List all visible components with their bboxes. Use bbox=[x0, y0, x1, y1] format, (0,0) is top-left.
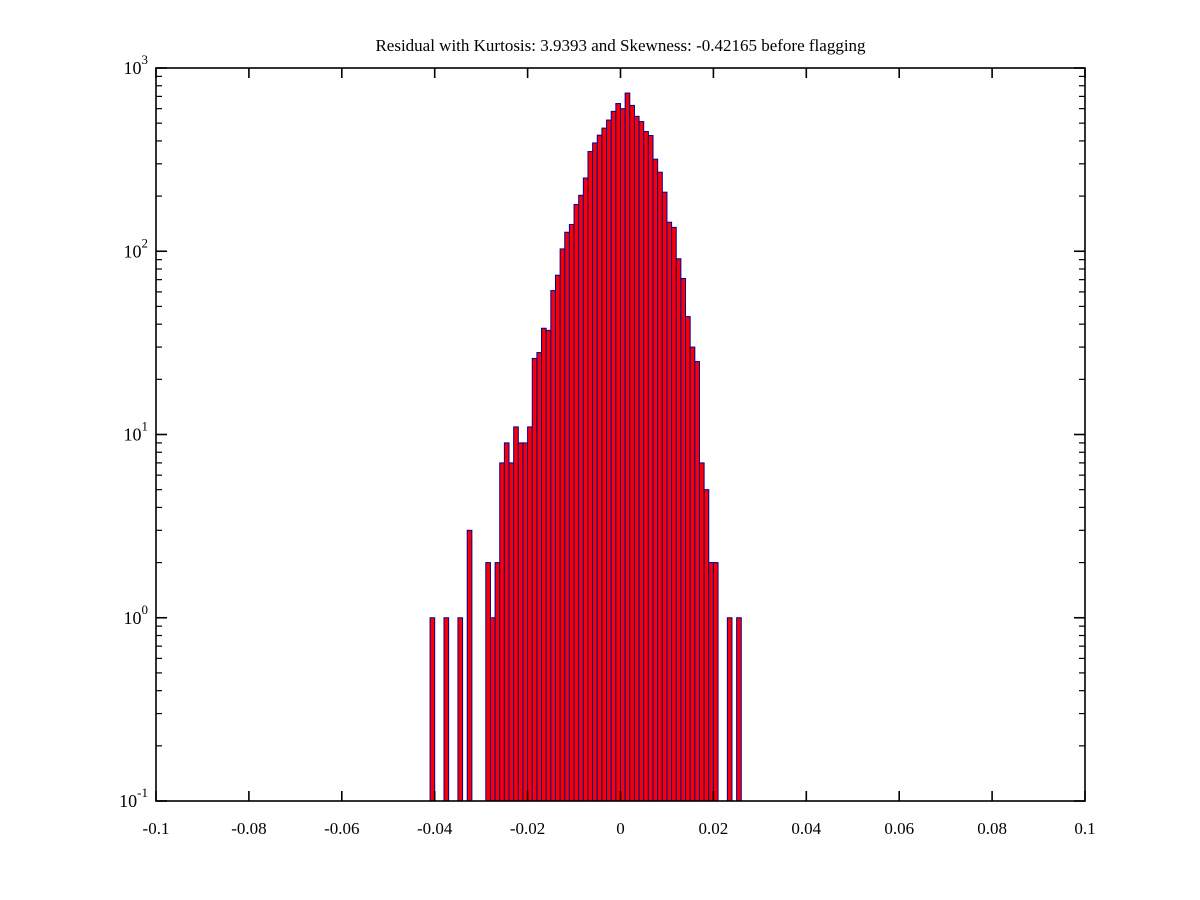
histogram-bar bbox=[633, 115, 640, 802]
y-tick-label: 100 bbox=[124, 602, 149, 628]
histogram-bar bbox=[592, 142, 598, 802]
histogram-bar bbox=[657, 171, 663, 802]
histogram-bar bbox=[685, 316, 691, 802]
histogram-bar bbox=[666, 221, 673, 802]
y-axis-minor-ticks bbox=[156, 75, 1085, 747]
y-tick-label: 103 bbox=[124, 52, 149, 78]
histogram-bar bbox=[508, 462, 515, 802]
y-axis-ticks bbox=[156, 67, 1085, 802]
histogram-bar bbox=[443, 617, 450, 802]
histogram-bar bbox=[457, 617, 464, 802]
y-axis-tick-labels: 10-1 100 101 102 103 bbox=[119, 52, 148, 811]
histogram-bar bbox=[694, 361, 700, 802]
histogram-bar bbox=[531, 357, 538, 802]
histogram-bar bbox=[545, 329, 552, 802]
histogram-bar bbox=[661, 191, 668, 802]
x-tick-label: -0.08 bbox=[231, 819, 266, 838]
histogram-bar bbox=[703, 489, 710, 802]
histogram-bar bbox=[698, 462, 705, 802]
x-tick-label: 0.04 bbox=[791, 819, 821, 838]
histogram-bar bbox=[568, 223, 575, 802]
histogram-bar bbox=[624, 92, 631, 802]
x-tick-label: -0.04 bbox=[417, 819, 453, 838]
histogram-bar bbox=[485, 562, 491, 802]
x-tick-label: 0.06 bbox=[884, 819, 914, 838]
histogram-bar bbox=[708, 562, 714, 802]
x-tick-label: -0.02 bbox=[510, 819, 545, 838]
histogram-bar bbox=[564, 231, 570, 802]
histogram-bar bbox=[689, 346, 696, 802]
y-tick-label: 102 bbox=[124, 235, 149, 261]
histogram-bar bbox=[671, 226, 677, 802]
histogram-bar bbox=[606, 119, 612, 802]
histogram-bar bbox=[466, 529, 473, 802]
histogram-bar bbox=[638, 121, 645, 802]
histogram-bar bbox=[513, 426, 519, 802]
histogram-bar bbox=[503, 442, 510, 802]
histogram-bar bbox=[675, 258, 682, 802]
histogram-bar bbox=[517, 442, 524, 802]
x-tick-label: 0 bbox=[616, 819, 625, 838]
histogram-bars bbox=[429, 92, 742, 802]
histogram-bar bbox=[596, 134, 603, 802]
histogram-bar bbox=[601, 127, 608, 802]
histogram-bar bbox=[582, 177, 589, 802]
histogram-bar bbox=[615, 103, 622, 802]
histogram-bar bbox=[652, 158, 659, 802]
x-tick-label: 0.02 bbox=[699, 819, 729, 838]
y-tick-label: 101 bbox=[124, 419, 149, 445]
x-tick-label: -0.1 bbox=[143, 819, 170, 838]
histogram-bar bbox=[726, 617, 733, 802]
histogram-bar bbox=[647, 135, 654, 802]
histogram-bar bbox=[494, 562, 501, 802]
x-tick-label: 0.1 bbox=[1074, 819, 1095, 838]
histogram-bar bbox=[541, 327, 547, 802]
x-axis-ticks bbox=[155, 68, 1086, 801]
y-tick-label: 10-1 bbox=[119, 785, 148, 811]
x-axis-tick-labels: -0.1 -0.08 -0.06 -0.04 -0.02 0 0.02 0.04 0.06 0.0… bbox=[143, 819, 1096, 838]
x-tick-label: -0.06 bbox=[324, 819, 359, 838]
histogram-bar bbox=[629, 104, 635, 802]
histogram-bar bbox=[489, 617, 496, 802]
histogram-bar bbox=[610, 110, 617, 802]
histogram-bar bbox=[736, 617, 742, 802]
histogram-bar bbox=[522, 442, 529, 802]
histogram-bar bbox=[712, 562, 719, 802]
histogram-bar bbox=[536, 352, 543, 802]
histogram-bar bbox=[499, 462, 505, 802]
histogram-bar bbox=[573, 203, 580, 802]
histogram-bar bbox=[587, 151, 594, 802]
histogram-bar bbox=[554, 274, 561, 802]
x-tick-label: 0.08 bbox=[977, 819, 1007, 838]
histogram-bar bbox=[559, 248, 566, 802]
histogram-bar bbox=[550, 290, 556, 802]
histogram-bar bbox=[620, 108, 626, 802]
histogram-bar bbox=[680, 278, 687, 802]
histogram-bar bbox=[578, 194, 584, 802]
histogram-bar bbox=[643, 131, 649, 802]
histogram-bar bbox=[429, 617, 436, 802]
histogram-bar bbox=[527, 426, 533, 802]
chart-title: Residual with Kurtosis: 3.9393 and Skewn… bbox=[375, 36, 866, 55]
